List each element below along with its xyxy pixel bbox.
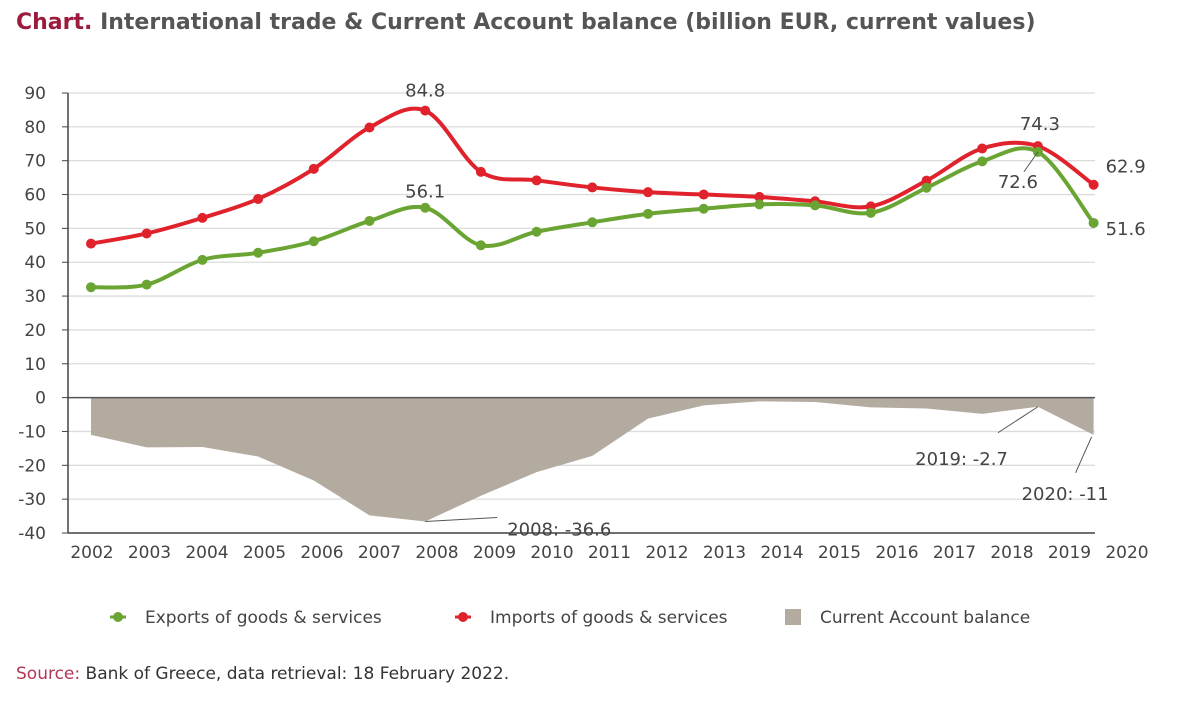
y-tick-label: 70 bbox=[24, 152, 46, 172]
chart-title: Chart. International trade & Current Acc… bbox=[16, 10, 1036, 35]
y-tick-label: -30 bbox=[18, 490, 46, 510]
annotation-leader bbox=[1075, 436, 1093, 474]
x-tick-label: 2004 bbox=[185, 543, 228, 563]
y-tick-label: -10 bbox=[18, 422, 46, 442]
title-text: International trade & Current Account ba… bbox=[100, 10, 1036, 35]
x-tick-label: 2014 bbox=[760, 543, 803, 563]
data-label: 51.6 bbox=[1106, 219, 1146, 240]
x-tick-label: 2011 bbox=[588, 543, 631, 563]
y-tick-label: 40 bbox=[24, 253, 46, 273]
exports-point bbox=[698, 203, 709, 214]
source-lead: Source: bbox=[16, 664, 81, 684]
x-tick-label: 2006 bbox=[300, 543, 343, 563]
imports-point bbox=[977, 143, 988, 154]
x-tick-label: 2015 bbox=[818, 543, 861, 563]
legend-marker-icon bbox=[113, 612, 123, 622]
imports-point bbox=[253, 193, 264, 204]
imports-point bbox=[587, 182, 598, 193]
y-tick-label: 80 bbox=[24, 118, 46, 138]
exports-point bbox=[810, 200, 821, 211]
y-tick-label: 10 bbox=[24, 355, 46, 375]
x-tick-label: 2020 bbox=[1105, 543, 1148, 563]
annotation-leader bbox=[997, 406, 1039, 434]
x-tick-label: 2009 bbox=[473, 543, 516, 563]
y-tick-label: -40 bbox=[18, 524, 46, 544]
data-label: 62.9 bbox=[1106, 157, 1146, 178]
data-label: 72.6 bbox=[998, 172, 1038, 193]
y-tick-label: 50 bbox=[24, 219, 46, 239]
y-tick-label: 90 bbox=[24, 84, 46, 104]
imports-point bbox=[754, 191, 765, 202]
x-tick-label: 2016 bbox=[875, 543, 918, 563]
x-tick-label: 2003 bbox=[128, 543, 171, 563]
source-note: Source: Bank of Greece, data retrieval: … bbox=[16, 664, 509, 684]
exports-point bbox=[197, 254, 208, 265]
exports-point bbox=[587, 217, 598, 228]
y-tick-label: 20 bbox=[24, 321, 46, 341]
imports-point bbox=[643, 187, 653, 198]
legend-label: Current Account balance bbox=[820, 608, 1030, 628]
exports-point bbox=[531, 226, 542, 237]
x-tick-label: 2007 bbox=[358, 543, 401, 563]
legend-swatch-icon bbox=[785, 609, 801, 625]
annotation-leader bbox=[425, 516, 498, 522]
imports-point bbox=[308, 163, 319, 174]
imports-point bbox=[1088, 179, 1099, 190]
data-label: 2019: -2.7 bbox=[915, 449, 1008, 470]
data-label: 84.8 bbox=[405, 81, 445, 102]
x-tick-label: 2013 bbox=[703, 543, 746, 563]
y-tick-label: -20 bbox=[18, 456, 46, 476]
imports-point bbox=[420, 105, 431, 116]
exports-point bbox=[86, 282, 96, 293]
imports-point bbox=[698, 189, 709, 200]
x-tick-label: 2012 bbox=[645, 543, 688, 563]
legend-item: Current Account balance bbox=[785, 608, 1030, 628]
legend-label: Exports of goods & services bbox=[145, 608, 382, 628]
x-tick-label: 2010 bbox=[530, 543, 573, 563]
exports-point bbox=[921, 182, 932, 193]
imports-point bbox=[86, 238, 96, 249]
imports-point bbox=[531, 175, 542, 186]
legend-marker-icon bbox=[458, 612, 468, 622]
x-tick-label: 2017 bbox=[933, 543, 976, 563]
y-tick-label: 30 bbox=[24, 287, 46, 307]
y-tick-label: 60 bbox=[24, 186, 46, 206]
x-tick-label: 2008 bbox=[415, 543, 458, 563]
exports-point bbox=[1088, 217, 1099, 228]
legend-item: Imports of goods & services bbox=[455, 608, 728, 628]
exports-point bbox=[253, 247, 264, 258]
exports-point bbox=[420, 202, 431, 213]
exports-point bbox=[308, 236, 319, 247]
y-tick-label: 0 bbox=[35, 389, 46, 409]
exports-point bbox=[977, 156, 988, 167]
exports-point bbox=[865, 207, 876, 218]
exports-point bbox=[475, 240, 486, 251]
imports-point bbox=[364, 122, 375, 133]
imports-point bbox=[921, 175, 932, 186]
data-label: 2008: -36.6 bbox=[507, 519, 611, 540]
exports-point bbox=[141, 279, 152, 290]
legend-item: Exports of goods & services bbox=[110, 608, 382, 628]
legend-label: Imports of goods & services bbox=[490, 608, 728, 628]
x-tick-label: 2019 bbox=[1048, 543, 1091, 563]
imports-point bbox=[141, 228, 152, 239]
title-lead: Chart. bbox=[16, 10, 93, 35]
data-label: 74.3 bbox=[1020, 114, 1060, 135]
x-tick-label: 2002 bbox=[70, 543, 113, 563]
exports-point bbox=[754, 199, 765, 210]
source-text: Bank of Greece, data retrieval: 18 Febru… bbox=[85, 664, 510, 684]
current-account-area bbox=[91, 397, 1094, 522]
annotation-leader bbox=[1023, 151, 1039, 173]
imports-point bbox=[475, 166, 486, 177]
exports-point bbox=[364, 215, 375, 226]
data-label: 56.1 bbox=[405, 182, 445, 203]
data-label: 2020: -11 bbox=[1022, 484, 1109, 505]
x-tick-label: 2005 bbox=[243, 543, 286, 563]
x-tick-label: 2018 bbox=[990, 543, 1033, 563]
imports-point bbox=[197, 212, 208, 223]
exports-point bbox=[643, 208, 653, 219]
